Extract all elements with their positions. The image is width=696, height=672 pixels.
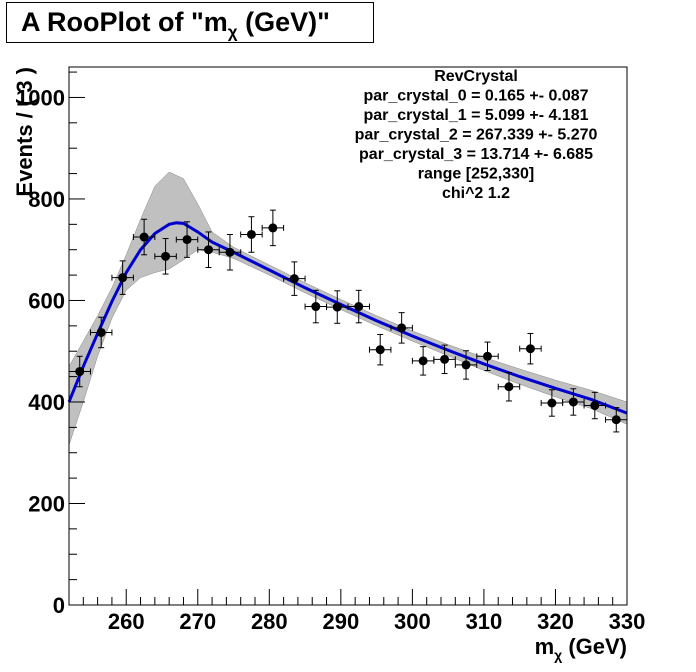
- data-point: [519, 332, 542, 365]
- data-marker: [483, 351, 492, 361]
- x-axis-label: mχ (GeV): [535, 634, 627, 663]
- fit-parameter-line: par_crystal_3 = 13.714 +- 6.685: [359, 146, 593, 163]
- data-point: [605, 407, 628, 433]
- data-points-layer: [68, 209, 628, 433]
- data-point: [583, 391, 607, 420]
- plot-frame: [68, 66, 628, 606]
- x-tick-label: 310: [466, 609, 503, 634]
- data-point: [411, 346, 435, 376]
- data-point: [261, 209, 285, 247]
- x-axis-ticks: 260 270 280 290 300 310 320 330: [68, 589, 646, 634]
- x-tick-label: 270: [179, 609, 216, 634]
- data-marker: [397, 323, 407, 333]
- title-prefix: A RooPlot of "m: [21, 7, 228, 37]
- data-point: [111, 260, 134, 295]
- fit-parameter-line: RevCrystal: [434, 68, 518, 85]
- plot-title: A RooPlot of "mχ (GeV)": [21, 7, 330, 42]
- x-tick-label: 300: [394, 609, 431, 634]
- data-point: [347, 289, 370, 324]
- data-marker: [268, 223, 278, 233]
- data-point: [68, 355, 91, 388]
- title-suffix: (GeV)": [237, 7, 330, 37]
- x-tick-label: 320: [537, 609, 574, 634]
- data-marker: [204, 245, 213, 255]
- data-marker: [332, 302, 342, 312]
- data-marker: [590, 401, 600, 411]
- data-point: [132, 218, 156, 256]
- y-tick-label: 800: [28, 187, 65, 212]
- data-point: [304, 289, 328, 324]
- data-marker: [75, 367, 85, 377]
- data-marker: [225, 247, 235, 257]
- data-point: [240, 216, 263, 253]
- data-point: [89, 316, 113, 349]
- data-point: [390, 312, 413, 344]
- data-marker: [246, 229, 256, 239]
- data-marker: [311, 302, 321, 312]
- y-tick-label: 600: [28, 288, 65, 313]
- data-point: [197, 231, 220, 268]
- data-marker: [139, 232, 149, 242]
- data-marker: [504, 382, 514, 392]
- data-point: [497, 372, 521, 402]
- data-marker: [118, 273, 128, 283]
- data-marker: [525, 344, 535, 354]
- fit-parameters-box: RevCrystal par_crystal_0 = 0.165 +- 0.087…: [355, 68, 598, 202]
- data-point: [476, 341, 499, 372]
- plot-title-box: A RooPlot of "mχ (GeV)": [6, 2, 374, 43]
- data-marker: [354, 302, 364, 312]
- data-marker: [182, 235, 192, 245]
- title-subscript: χ: [227, 22, 238, 42]
- data-marker: [161, 251, 171, 261]
- data-marker: [568, 397, 578, 407]
- data-marker: [547, 398, 557, 408]
- x-tick-label: 290: [322, 609, 359, 634]
- data-point: [433, 344, 456, 375]
- fit-parameter-line: range [252,330]: [418, 166, 535, 183]
- data-marker: [440, 354, 450, 364]
- x-tick-label: 330: [609, 609, 646, 634]
- data-marker: [289, 274, 299, 284]
- data-marker: [96, 327, 106, 337]
- fit-parameter-line: par_crystal_1 = 5.099 +- 4.181: [363, 107, 588, 124]
- y-tick-label: 0: [53, 593, 65, 618]
- data-marker: [611, 415, 621, 425]
- x-tick-label: 280: [251, 609, 288, 634]
- data-point: [154, 238, 177, 275]
- data-marker: [375, 345, 385, 355]
- x-tick-label: 260: [108, 609, 145, 634]
- data-point: [368, 333, 392, 366]
- data-point: [454, 350, 478, 380]
- fit-parameter-line: chi^2 1.2: [442, 185, 510, 202]
- data-marker: [461, 360, 471, 370]
- data-point: [283, 261, 306, 296]
- data-point: [562, 388, 585, 416]
- fit-parameter-line: par_crystal_0 = 0.165 +- 0.087: [363, 88, 588, 105]
- data-point: [218, 233, 242, 271]
- y-tick-label: 400: [28, 390, 65, 415]
- y-axis-label: Events / ( 3 ): [12, 67, 37, 197]
- fit-parameter-line: par_crystal_2 = 267.339 +- 5.270: [355, 127, 598, 144]
- y-axis-ticks: 0 200 400 600 800 1000: [16, 71, 85, 618]
- y-tick-label: 200: [28, 491, 65, 516]
- y-tick-label: 1000: [16, 85, 65, 110]
- data-marker: [418, 356, 428, 366]
- data-point: [175, 221, 199, 258]
